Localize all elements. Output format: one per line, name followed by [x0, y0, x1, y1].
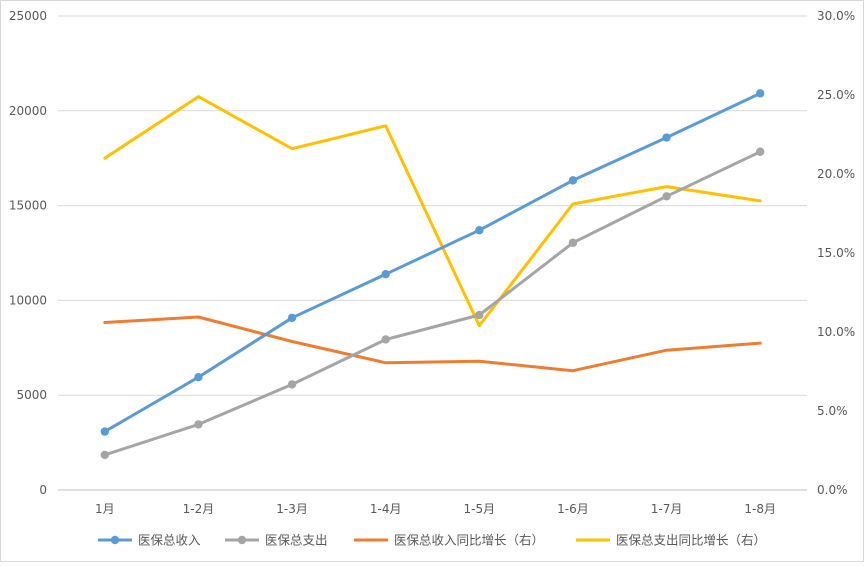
legend-label: 医保总收入同比增长（右） — [394, 533, 544, 548]
x-tick-label: 1-4月 — [370, 502, 402, 516]
left-tick-label: 0 — [39, 483, 47, 497]
right-tick-label: 15.0% — [817, 246, 855, 260]
right-tick-label: 10.0% — [817, 325, 855, 339]
series-4 — [103, 95, 762, 328]
series-3 — [103, 315, 762, 373]
legend-label: 医保总收入 — [138, 533, 201, 548]
data-point — [100, 450, 110, 460]
left-axis-ticks: 0 5000 10000 15000 20000 25000 — [9, 9, 47, 497]
legend-item: 医保总支出同比增长（右） — [576, 533, 766, 548]
data-point — [568, 176, 578, 185]
gridlines — [58, 15, 807, 491]
x-tick-label: 1月 — [95, 502, 115, 516]
x-tick-label: 1-7月 — [651, 502, 683, 516]
legend-item: 医保总收入同比增长（右） — [354, 533, 544, 548]
data-point — [662, 192, 671, 201]
right-tick-label: 20.0% — [817, 167, 855, 181]
data-point — [475, 310, 484, 320]
data-point — [194, 420, 203, 429]
legend-item: 医保总收入 — [98, 533, 201, 548]
series-2 — [100, 147, 765, 460]
data-point — [755, 147, 765, 156]
data-point — [662, 133, 671, 142]
series-line — [103, 91, 762, 434]
right-tick-label: 30.0% — [817, 9, 855, 23]
series-1 — [100, 89, 765, 436]
legend-label: 医保总支出同比增长（右） — [616, 533, 766, 548]
data-point — [381, 335, 390, 344]
legend-marker — [110, 535, 120, 545]
right-tick-label: 5.0% — [817, 404, 848, 418]
legend-label: 医保总支出 — [265, 533, 328, 548]
left-tick-label: 10000 — [9, 293, 47, 307]
x-axis-ticks: 1月 1-2月 1-3月 1-4月 1-5月 1-6月 1-7月 1-8月 — [95, 502, 776, 516]
x-tick-label: 1-2月 — [183, 502, 215, 516]
x-tick-label: 1-5月 — [464, 502, 496, 516]
left-tick-label: 15000 — [9, 199, 47, 213]
series-line — [103, 150, 762, 457]
series-line — [103, 315, 762, 373]
data-point — [287, 380, 297, 389]
legend-item: 医保总支出 — [225, 533, 328, 548]
x-tick-label: 1-3月 — [276, 502, 308, 516]
series-line — [103, 95, 762, 328]
right-tick-label: 25.0% — [817, 88, 855, 102]
data-point — [100, 427, 110, 436]
series-layer — [100, 89, 765, 460]
right-axis-ticks: 0.0% 5.0% 10.0% 15.0% 20.0% 25.0% 30.0% — [817, 9, 855, 497]
x-tick-label: 1-8月 — [744, 502, 776, 516]
right-tick-label: 0.0% — [817, 483, 848, 497]
left-tick-label: 20000 — [9, 104, 47, 118]
left-tick-label: 25000 — [9, 9, 47, 23]
legend: 医保总收入 医保总支出 医保总收入同比增长（右） 医保总支出同比增长（右） — [98, 533, 766, 548]
data-point — [475, 226, 484, 235]
data-point — [194, 372, 203, 382]
data-point — [287, 313, 297, 323]
data-point — [381, 270, 390, 279]
legend-marker — [237, 535, 247, 545]
x-tick-label: 1-6月 — [557, 502, 589, 516]
data-point — [755, 89, 765, 98]
data-point — [568, 238, 578, 247]
left-tick-label: 5000 — [16, 388, 47, 402]
